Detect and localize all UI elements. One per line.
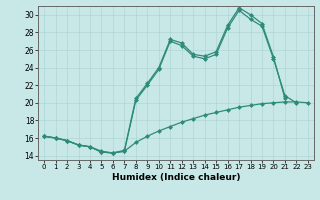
X-axis label: Humidex (Indice chaleur): Humidex (Indice chaleur) — [112, 173, 240, 182]
